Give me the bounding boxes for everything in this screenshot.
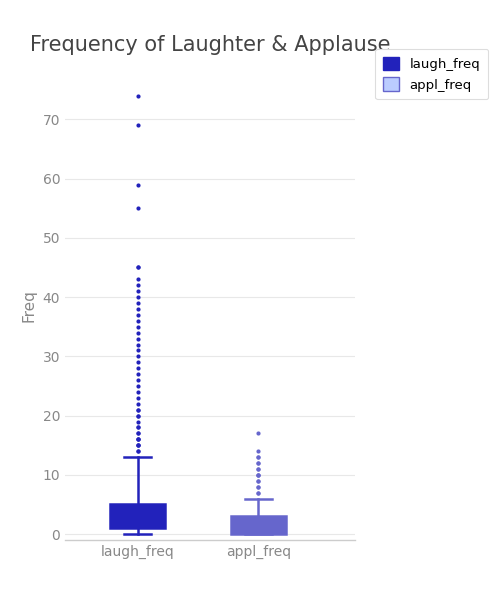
Y-axis label: Freq: Freq: [22, 290, 37, 322]
Title: Frequency of Laughter & Applause: Frequency of Laughter & Applause: [30, 35, 390, 55]
Legend: laugh_freq, appl_freq: laugh_freq, appl_freq: [376, 49, 488, 100]
PathPatch shape: [231, 517, 285, 534]
PathPatch shape: [110, 505, 164, 528]
